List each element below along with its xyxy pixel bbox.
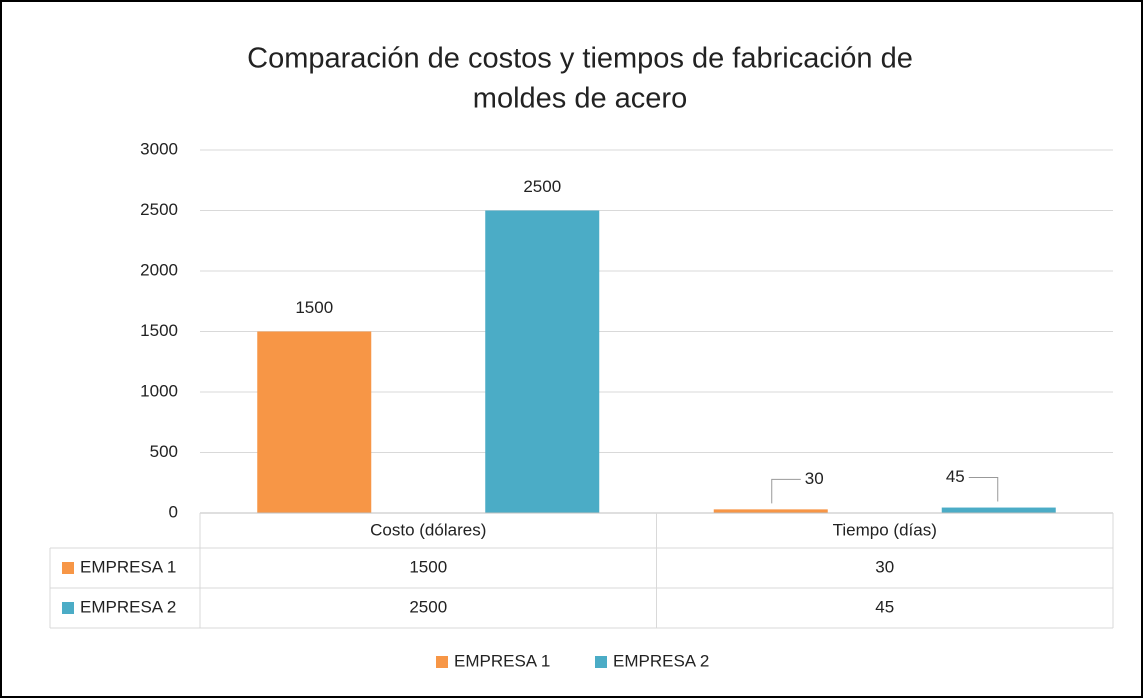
table-cell: 30 (875, 557, 894, 576)
y-tick-label: 1500 (140, 321, 178, 340)
table-series-name: EMPRESA 2 (80, 597, 176, 616)
table-series-name: EMPRESA 1 (80, 557, 176, 576)
chart-title: moldes de acero (473, 83, 687, 115)
table-legend-key (62, 602, 74, 614)
y-tick-label: 0 (169, 502, 178, 521)
data-label: 2500 (523, 177, 561, 196)
legend-key (436, 656, 448, 668)
data-label: 30 (805, 469, 824, 488)
chart-title: Comparación de costos y tiempos de fabri… (247, 43, 913, 75)
y-tick-label: 500 (150, 442, 178, 461)
bar (713, 509, 828, 513)
bar (941, 507, 1056, 513)
y-tick-label: 1000 (140, 381, 178, 400)
data-label: 1500 (295, 298, 333, 317)
legend-label: EMPRESA 1 (454, 651, 550, 670)
table-legend-key (62, 562, 74, 574)
legend-label: EMPRESA 2 (613, 651, 709, 670)
table-cell: 2500 (409, 597, 447, 616)
data-label: 45 (946, 467, 965, 486)
legend-key (595, 656, 607, 668)
bar (485, 210, 600, 513)
leader-line (771, 478, 801, 504)
table-cell: 45 (875, 597, 894, 616)
y-tick-label: 2000 (140, 260, 178, 279)
leader-line (968, 477, 999, 502)
x-tick-label: Tiempo (días) (833, 520, 937, 539)
table-cell: 1500 (409, 557, 447, 576)
x-tick-label: Costo (dólares) (370, 520, 486, 539)
y-tick-label: 3000 (140, 139, 178, 158)
y-tick-label: 2500 (140, 200, 178, 219)
bar (257, 331, 372, 513)
